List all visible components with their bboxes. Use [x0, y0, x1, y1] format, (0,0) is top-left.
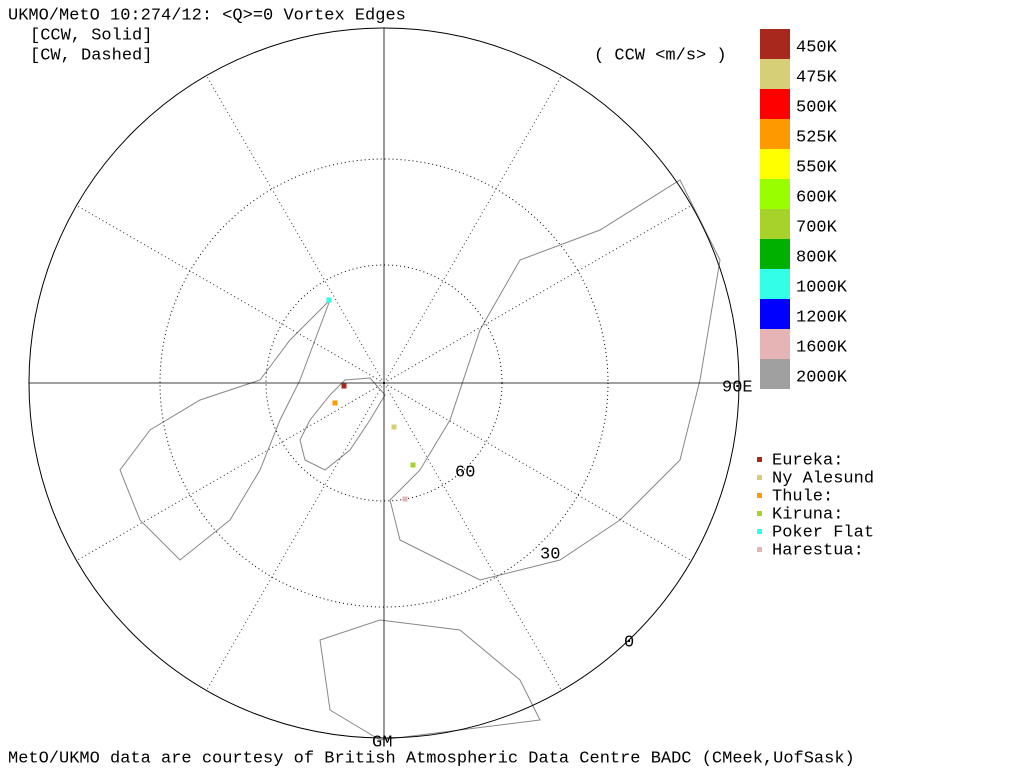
latitude-label: 0 — [624, 633, 634, 652]
color-bar-swatch — [760, 179, 790, 209]
color-bar-label: 525K — [796, 128, 838, 147]
station-legend-marker — [757, 475, 762, 480]
station-legend-label: Kiruna: — [772, 505, 843, 524]
title: UKMO/MetO 10:274/12: <Q>=0 Vortex Edges — [8, 6, 406, 25]
meridian — [383, 382, 692, 561]
units-label: ( CCW <m/s> ) — [594, 46, 727, 65]
color-bar-swatch — [760, 269, 790, 299]
color-bar-swatch — [760, 239, 790, 269]
color-bar-swatch — [760, 29, 790, 59]
eurasia — [389, 179, 721, 581]
color-bar-label: 475K — [796, 68, 838, 87]
color-bar-label: 550K — [796, 158, 838, 177]
station-legend-label: Poker Flat — [772, 523, 874, 542]
station-legend-marker — [757, 511, 762, 516]
footer: MetO/UKMO data are courtesy of British A… — [8, 749, 855, 768]
greenland — [299, 377, 386, 471]
color-bar-swatch — [760, 59, 790, 89]
station-marker — [402, 496, 408, 502]
station-legend-label: Harestua: — [772, 541, 864, 560]
color-bar-label: 600K — [796, 188, 838, 207]
color-bar-label: 700K — [796, 218, 838, 237]
north-america — [119, 299, 331, 561]
meridian — [76, 205, 385, 384]
color-bar-swatch — [760, 209, 790, 239]
station-legend-label: Ny Alesund — [772, 469, 874, 488]
color-bar-label: 1000K — [796, 278, 848, 297]
latitude-label: 30 — [540, 545, 560, 564]
color-bar-label: 2000K — [796, 368, 848, 387]
color-bar-label: 450K — [796, 38, 838, 57]
meridian — [383, 382, 562, 691]
station-legend-marker — [757, 457, 762, 462]
station-marker — [326, 297, 332, 303]
color-bar-label: 1200K — [796, 308, 848, 327]
meridian — [383, 205, 692, 384]
meridian — [383, 75, 562, 384]
color-bar-swatch — [760, 149, 790, 179]
color-bar-swatch — [760, 359, 790, 389]
subtitle: [CCW, Solid] — [30, 26, 152, 45]
color-bar-swatch — [760, 299, 790, 329]
longitude-label: 90E — [722, 378, 753, 397]
color-bar-swatch — [760, 89, 790, 119]
coastlines — [119, 179, 721, 741]
meridian — [206, 75, 385, 384]
station-marker — [332, 400, 338, 406]
color-bar-label: 1600K — [796, 338, 848, 357]
subtitle: [CW, Dashed] — [30, 46, 152, 65]
color-bar-label: 500K — [796, 98, 838, 117]
color-bar-label: 800K — [796, 248, 838, 267]
pole — [383, 382, 385, 384]
meridian — [206, 382, 385, 691]
station-legend-marker — [757, 547, 762, 552]
color-bar-swatch — [760, 119, 790, 149]
station-marker — [341, 383, 347, 389]
station-legend-marker — [757, 493, 762, 498]
station-legend-marker — [757, 529, 762, 534]
africa — [319, 619, 541, 741]
station-legend-label: Thule: — [772, 487, 833, 506]
station-marker — [391, 424, 397, 430]
station-marker — [410, 462, 416, 468]
color-bar-swatch — [760, 329, 790, 359]
latitude-label: 60 — [455, 463, 475, 482]
meridian — [76, 382, 385, 561]
station-legend-label: Eureka: — [772, 451, 843, 470]
